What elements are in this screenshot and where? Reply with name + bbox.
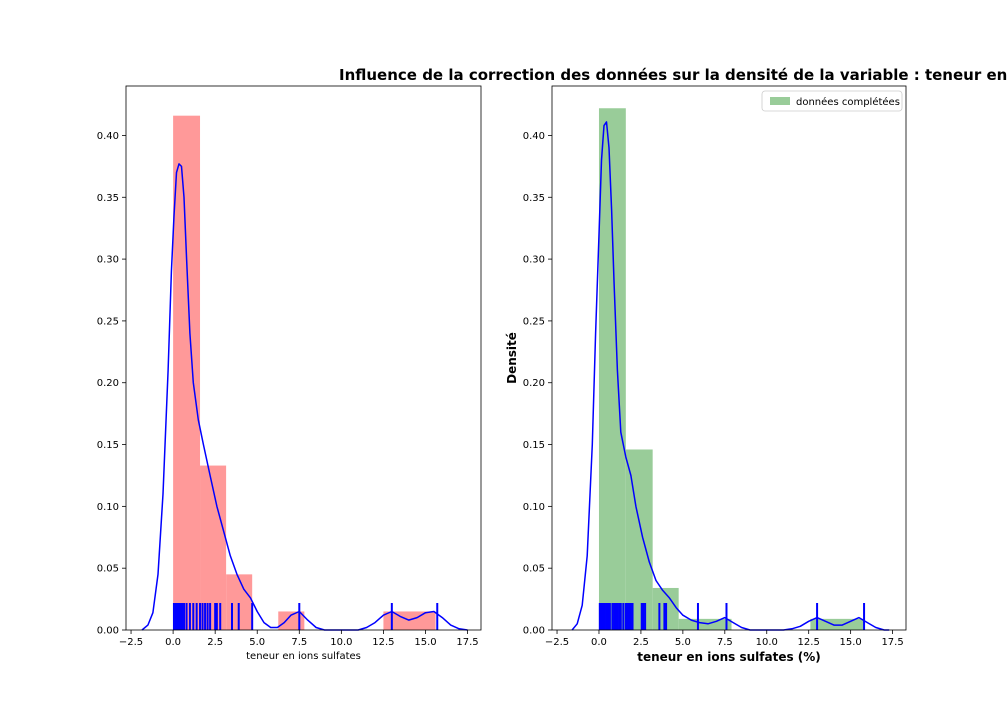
right-axes-frame: [551, 85, 907, 631]
left-axes-frame: [125, 85, 482, 631]
left-y-tick-label: 0.30: [97, 255, 119, 266]
right-y-tick-label: 0.40: [523, 131, 545, 142]
left-x-tick-label: 17.5: [456, 637, 478, 648]
right-y-tick-label: 0.20: [523, 378, 545, 389]
right-x-tick-label: 15.0: [840, 637, 862, 648]
right-x-tick-label: 10.0: [756, 637, 778, 648]
left-x-tick-label: 0.0: [165, 637, 181, 648]
right-y-tick-label: 0.10: [523, 502, 545, 513]
right-legend-box: [761, 90, 903, 112]
left-panel: −2.5 0.0 2.5 5.0 7.5 10.0 12.5 15.0 17.5 0.00 0.05…: [97, 85, 482, 662]
right-histogram-bar: [625, 449, 653, 630]
right-kde-curve: [571, 121, 890, 631]
right-legend: données complétées: [761, 90, 903, 112]
left-x-axis-label: teneur en ions sulfates: [246, 651, 361, 662]
right-x-tick-label: 5.0: [675, 637, 691, 648]
right-y-tick-label: 0.00: [523, 626, 545, 637]
left-y-tick-label: 0.25: [97, 316, 119, 327]
left-x-tick-label: 10.0: [330, 637, 352, 648]
right-x-axis-label: teneur en ions sulfates (%): [637, 650, 821, 664]
right-x-tick-label: 7.5: [717, 637, 733, 648]
right-y-tick-label: 0.05: [523, 564, 545, 575]
left-x-tick-label: 15.0: [414, 637, 436, 648]
right-x-tick-label: 12.5: [798, 637, 820, 648]
right-x-tick-label: 17.5: [881, 637, 903, 648]
right-legend-swatch: [770, 97, 790, 105]
right-panel: −2.5 0.0 2.5 5.0 7.5 10.0 12.5 15.0 17.5 0.00 0.05…: [505, 85, 907, 664]
left-y-tick-label: 0.20: [97, 378, 119, 389]
left-y-tick-label: 0.35: [97, 193, 119, 204]
left-y-tick-label: 0.40: [97, 131, 119, 142]
left-x-tick-label: −2.5: [119, 637, 143, 648]
left-y-tick-label: 0.15: [97, 440, 119, 451]
right-x-tick-label: 0.0: [591, 637, 607, 648]
left-x-tick-label: 12.5: [372, 637, 394, 648]
left-x-tick-label: 2.5: [207, 637, 223, 648]
left-y-tick-label: 0.00: [97, 626, 119, 637]
left-x-tick-label: 7.5: [291, 637, 307, 648]
left-y-tick-label: 0.10: [97, 502, 119, 513]
right-x-tick-label: 2.5: [633, 637, 649, 648]
right-y-tick-label: 0.15: [523, 440, 545, 451]
right-histogram-bar: [678, 618, 732, 630]
right-y-tick-label: 0.35: [523, 193, 545, 204]
right-y-axis-label: Densité: [505, 332, 519, 384]
right-x-tick-label: −2.5: [545, 637, 569, 648]
left-y-tick-label: 0.05: [97, 564, 119, 575]
left-kde-curve: [141, 163, 468, 631]
figure-suptitle: Influence de la correction des données s…: [339, 66, 1007, 84]
right-histogram-bar: [598, 108, 626, 631]
right-legend-label: données complétées: [796, 96, 900, 108]
right-y-tick-label: 0.30: [523, 255, 545, 266]
right-y-tick-label: 0.25: [523, 316, 545, 327]
left-histogram-bar: [383, 611, 436, 630]
left-histogram-bar: [278, 611, 305, 630]
left-x-tick-label: 5.0: [249, 637, 265, 648]
left-histogram-bar: [173, 115, 201, 630]
left-histogram-bar: [200, 465, 227, 630]
